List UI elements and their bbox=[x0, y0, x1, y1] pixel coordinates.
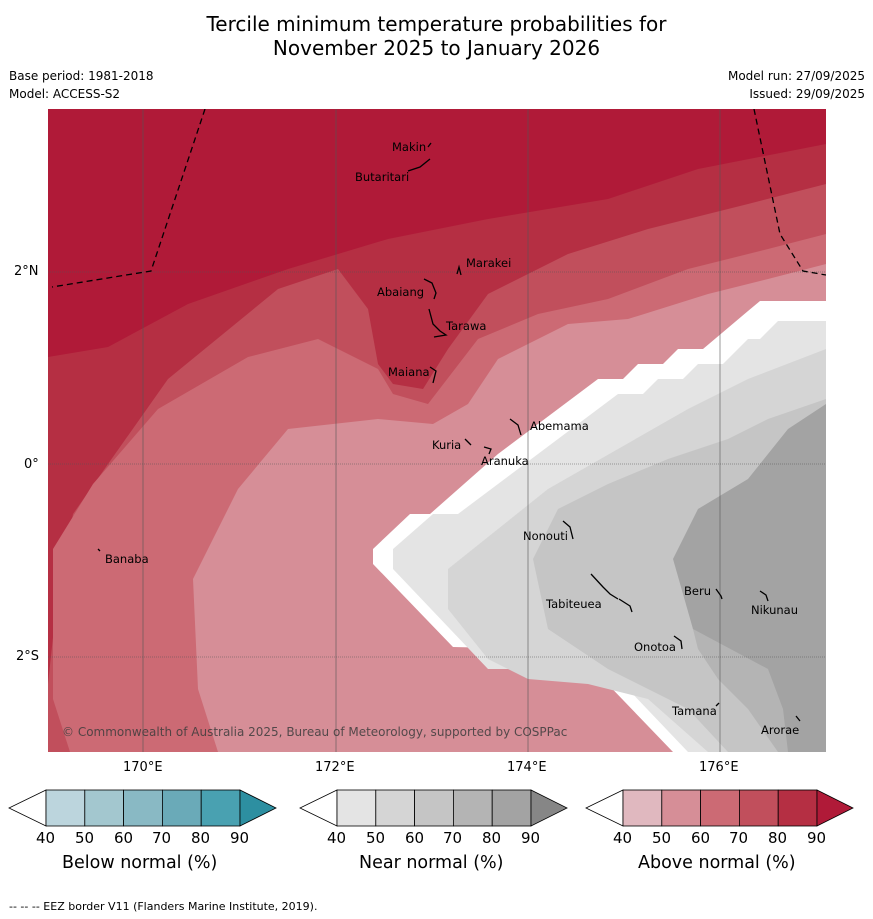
arorae-outline bbox=[795, 715, 801, 722]
probability-map bbox=[48, 109, 826, 752]
colorbar-extend-low bbox=[299, 789, 338, 827]
colorbar-extend-high bbox=[530, 789, 568, 827]
aranuka-outline bbox=[483, 446, 492, 455]
colorbar-below-label: Below normal (%) bbox=[62, 853, 218, 873]
colorbar-below-normal bbox=[8, 789, 277, 827]
colorbar-below-tick: 90 bbox=[230, 829, 250, 847]
island-label-abemama: Abemama bbox=[530, 419, 589, 433]
nikunau-outline bbox=[759, 590, 769, 602]
island-label-abaiang: Abaiang bbox=[377, 285, 425, 299]
colorbar-extend-high bbox=[239, 789, 277, 827]
colorbar-segment bbox=[414, 789, 454, 827]
colorbar-above-normal bbox=[585, 789, 854, 827]
beru-outline bbox=[715, 588, 723, 600]
butaritari-outline bbox=[407, 158, 431, 172]
maiana-outline bbox=[429, 366, 437, 384]
colorbar-segment bbox=[200, 789, 241, 827]
map-title-line2: November 2025 to January 2026 bbox=[272, 36, 601, 60]
abemama-outline bbox=[509, 418, 522, 436]
island-label-marakei: Marakei bbox=[466, 256, 512, 270]
island-label-nikunau: Nikunau bbox=[751, 603, 799, 617]
lat-label-0: 0° bbox=[24, 457, 39, 472]
colorbar-near-label: Near normal (%) bbox=[359, 853, 504, 873]
marakei-outline bbox=[456, 264, 462, 276]
issued-date: Issued: 29/09/2025 bbox=[749, 87, 865, 101]
island-label-tabiteuea: Tabiteuea bbox=[546, 597, 602, 611]
colorbar-near-tick: 80 bbox=[482, 829, 502, 847]
copyright-notice: © Commonwealth of Australia 2025, Bureau… bbox=[62, 725, 568, 739]
colorbar-below-tick: 70 bbox=[152, 829, 172, 847]
lat-label-2s: 2°S bbox=[16, 649, 40, 664]
colorbar-segment bbox=[452, 789, 493, 827]
colorbar-segment bbox=[45, 789, 86, 827]
colorbar-below-tick: 50 bbox=[75, 829, 95, 847]
colorbar-segment bbox=[491, 789, 532, 827]
colorbar-near-normal bbox=[299, 789, 568, 827]
model-run-date: Model run: 27/09/2025 bbox=[727, 69, 865, 83]
colorbar-below-tick: 40 bbox=[36, 829, 56, 847]
makin-outline bbox=[427, 142, 432, 148]
colorbar-near-tick: 60 bbox=[405, 829, 425, 847]
lon-label-176e: 176°E bbox=[699, 760, 739, 775]
colorbar-above-tick: 80 bbox=[768, 829, 788, 847]
kuria-outline bbox=[464, 438, 472, 446]
colorbar-segment bbox=[777, 789, 818, 827]
colorbar-near-tick: 90 bbox=[521, 829, 541, 847]
map-title-line1: Tercile minimum temperature probabilitie… bbox=[206, 12, 667, 36]
colorbar-above-tick: 60 bbox=[691, 829, 711, 847]
colorbar-segment bbox=[375, 789, 416, 827]
colorbar-segment bbox=[700, 789, 740, 827]
eez-border bbox=[51, 109, 826, 288]
island-label-maiana: Maiana bbox=[388, 365, 430, 379]
island-label-butaritari: Butaritari bbox=[355, 170, 410, 184]
colorbar-above-tick: 50 bbox=[652, 829, 672, 847]
colorbar-segment bbox=[622, 789, 663, 827]
colorbar-above-tick: 40 bbox=[613, 829, 633, 847]
graticule bbox=[48, 109, 826, 752]
island-label-tarawa: Tarawa bbox=[446, 319, 487, 333]
model-name: Model: ACCESS-S2 bbox=[9, 87, 121, 101]
colorbar-segment bbox=[738, 789, 779, 827]
colorbar-above-label: Above normal (%) bbox=[638, 853, 796, 873]
colorbar-above-tick: 70 bbox=[729, 829, 749, 847]
onotoa-outline bbox=[673, 635, 683, 650]
tabiteuea-outline bbox=[590, 573, 633, 613]
base-period: Base period: 1981-2018 bbox=[9, 69, 154, 83]
island-label-tamana: Tamana bbox=[672, 704, 717, 718]
nonouti-outline bbox=[562, 520, 574, 540]
colorbar-segment bbox=[84, 789, 125, 827]
island-label-banaba: Banaba bbox=[105, 552, 149, 566]
colorbar-extend-high bbox=[816, 789, 854, 827]
colorbar-segment bbox=[336, 789, 377, 827]
colorbar-below-tick: 80 bbox=[191, 829, 211, 847]
lat-label-2n: 2°N bbox=[14, 264, 39, 279]
near-band-90 bbox=[673, 404, 826, 752]
colorbar-above-tick: 90 bbox=[807, 829, 827, 847]
colorbar-extend-low bbox=[8, 789, 47, 827]
colorbar-segment bbox=[661, 789, 702, 827]
lon-label-170e: 170°E bbox=[123, 760, 163, 775]
lon-label-172e: 172°E bbox=[315, 760, 355, 775]
island-label-onotoa: Onotoa bbox=[634, 640, 676, 654]
island-label-beru: Beru bbox=[684, 584, 711, 598]
tarawa-outline bbox=[428, 308, 448, 338]
island-outlines bbox=[97, 142, 801, 722]
colorbar-near-tick: 40 bbox=[327, 829, 347, 847]
island-label-kuria: Kuria bbox=[432, 438, 462, 452]
tamana-outline bbox=[715, 702, 720, 707]
eez-footnote: -- -- -- EEZ border V11 (Flanders Marine… bbox=[9, 900, 318, 913]
island-label-makin: Makin bbox=[392, 140, 427, 154]
lon-label-174e: 174°E bbox=[507, 760, 547, 775]
island-label-aranuka: Aranuka bbox=[481, 454, 529, 468]
abaiang-outline bbox=[423, 278, 437, 300]
island-label-arorae: Arorae bbox=[761, 723, 800, 737]
colorbar-segment bbox=[161, 789, 202, 827]
colorbar-near-tick: 70 bbox=[443, 829, 463, 847]
colorbar-segment bbox=[123, 789, 163, 827]
colorbar-below-tick: 60 bbox=[114, 829, 134, 847]
colorbar-extend-low bbox=[585, 789, 624, 827]
colorbar-near-tick: 50 bbox=[366, 829, 386, 847]
island-label-nonouti: Nonouti bbox=[523, 529, 568, 543]
banaba-outline bbox=[97, 548, 101, 552]
